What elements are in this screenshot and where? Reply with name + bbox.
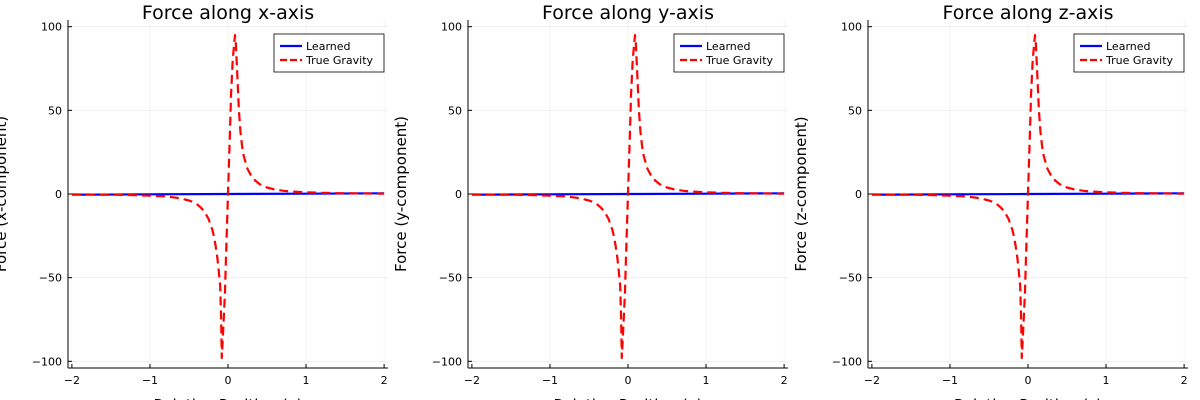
legend-label: True Gravity xyxy=(705,54,774,67)
y-tick-label: 100 xyxy=(441,21,462,34)
x-axis-label: Relative Position (z) xyxy=(954,396,1102,400)
y-tick-label: 0 xyxy=(55,188,62,201)
legend-box xyxy=(673,33,785,73)
x-tick-label: 0 xyxy=(225,374,232,387)
y-tick-label: 100 xyxy=(841,21,862,34)
legend-box xyxy=(273,33,385,73)
y-axis-label: Force (x-component) xyxy=(0,116,10,272)
legend-label: Learned xyxy=(706,40,751,53)
y-tick-label: 100 xyxy=(41,21,62,34)
chart-panel-2: −2 −1 0 1 2 −100 −50 0 50 100 Force along y-axis Re… xyxy=(392,2,788,400)
y-tick-label: −100 xyxy=(32,355,62,368)
x-tick-label: 2 xyxy=(1181,374,1188,387)
chart-panel-3: −2 −1 0 1 2 −100 −50 0 50 100 Force along z-axis Re… xyxy=(792,2,1188,400)
chart-title: Force along x-axis xyxy=(142,2,314,24)
series-line-true-gravity xyxy=(71,33,385,360)
x-tick-label: −2 xyxy=(464,374,480,387)
x-tick-label: 0 xyxy=(625,374,632,387)
y-tick-label: −100 xyxy=(432,355,462,368)
y-tick-label: 50 xyxy=(48,104,62,117)
legend-label: True Gravity xyxy=(1105,54,1174,67)
x-axis-label: Relative Position (x) xyxy=(153,396,302,400)
y-tick-label: 50 xyxy=(448,104,462,117)
x-tick-label: −1 xyxy=(142,374,158,387)
series-line-true-gravity xyxy=(471,33,785,360)
x-tick-label: 1 xyxy=(1103,374,1110,387)
chart-title: Force along z-axis xyxy=(942,2,1113,24)
y-tick-label: 0 xyxy=(455,188,462,201)
y-tick-label: −100 xyxy=(832,355,862,368)
chart-panel-1: −2 −1 0 1 2 −100 −50 0 50 100 Force along x-axis Re… xyxy=(0,2,388,400)
x-tick-label: 0 xyxy=(1025,374,1032,387)
y-tick-label: 0 xyxy=(855,188,862,201)
x-tick-label: 1 xyxy=(303,374,310,387)
legend-label: Learned xyxy=(1106,40,1151,53)
y-axis-label: Force (y-component) xyxy=(392,116,410,272)
x-tick-label: −1 xyxy=(942,374,958,387)
legend-box xyxy=(1073,33,1185,73)
series-line-true-gravity xyxy=(871,33,1185,360)
x-tick-label: 2 xyxy=(381,374,388,387)
y-tick-label: 50 xyxy=(848,104,862,117)
chart-title: Force along y-axis xyxy=(542,2,714,24)
legend-label: True Gravity xyxy=(305,54,374,67)
y-tick-label: −50 xyxy=(39,272,62,285)
x-axis-label: Relative Position (y) xyxy=(553,396,702,400)
x-tick-label: −2 xyxy=(64,374,80,387)
x-tick-label: −2 xyxy=(864,374,880,387)
legend-label: Learned xyxy=(306,40,351,53)
x-tick-label: −1 xyxy=(542,374,558,387)
y-tick-label: −50 xyxy=(439,272,462,285)
y-axis-label: Force (z-component) xyxy=(792,116,810,271)
x-tick-label: 1 xyxy=(703,374,710,387)
y-tick-label: −50 xyxy=(839,272,862,285)
x-tick-label: 2 xyxy=(781,374,788,387)
